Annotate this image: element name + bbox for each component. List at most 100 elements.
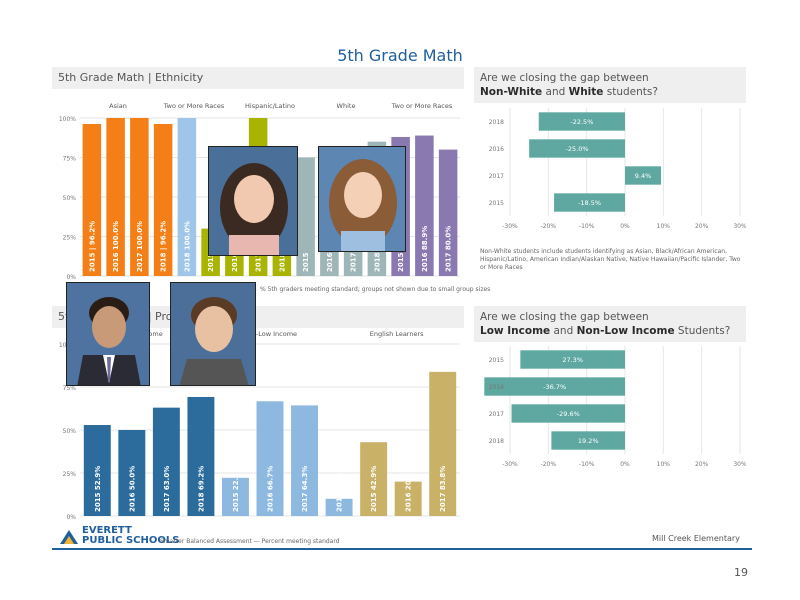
x-tick-label: -20% [541, 223, 557, 230]
y-tick-label: 50% [63, 195, 77, 202]
y-tick-label: 100% [59, 116, 76, 123]
category-label: 2015 [489, 200, 504, 207]
bar [153, 124, 173, 276]
y-tick-label: 75% [63, 385, 77, 392]
bar [83, 425, 111, 516]
y-tick-label: 0% [66, 514, 76, 520]
category-label: 2018 [489, 119, 504, 126]
group-label: Non-Low Income [243, 330, 297, 338]
x-tick-label: 30% [733, 461, 746, 468]
x-tick-label: 20% [695, 223, 709, 230]
group-label: White [337, 102, 356, 110]
bar [625, 166, 662, 185]
bar-value-label: 2017 64.3% [301, 466, 309, 512]
logo-line2: PUBLIC SCHOOLS [82, 535, 180, 546]
bar [130, 118, 149, 276]
gap-white-title: Are we closing the gap between Non-White… [474, 67, 746, 103]
bar-value-label: -22.5% [570, 118, 593, 126]
category-label: 2015 [489, 357, 504, 364]
y-tick-label: 50% [63, 428, 77, 435]
bar-value-label: 2015 [302, 252, 310, 272]
portrait-icon [171, 283, 255, 385]
bar [296, 157, 315, 276]
footer-rule [52, 548, 752, 550]
bar-value-label: 2017 100.0% [136, 221, 144, 272]
x-tick-label: 30% [733, 223, 746, 230]
group-label: English Learners [370, 330, 424, 338]
gap-white-chart: -30% -20% -10% 0% 10% 20% 30% 2018 -22.5% 2016 -25… [489, 108, 746, 230]
gap-income-title: Are we closing the gap between Low Incom… [474, 306, 746, 342]
bar-value-label: -18.5% [578, 199, 601, 207]
gap-white-bold1: Non-White [480, 86, 543, 98]
bar [82, 124, 102, 276]
portrait-icon [209, 147, 297, 255]
group-label: Asian [109, 102, 127, 110]
ethnicity-chart-title: 5th Grade Math | Ethnicity [52, 67, 464, 89]
gap-note: Non-White students include students iden… [480, 248, 741, 271]
x-tick-label: -30% [502, 223, 518, 230]
bar [394, 481, 422, 516]
bar [484, 377, 625, 396]
y-tick-label: 75% [63, 156, 77, 163]
x-tick-label: 0% [620, 461, 630, 468]
bar [118, 430, 146, 516]
bar-value-label: 2016 50.0% [128, 466, 136, 512]
group-label: Two or More Races [391, 102, 453, 110]
bar-value-label: 2015 52.9% [94, 466, 102, 512]
logo-line1: EVERETT [82, 525, 132, 536]
bar [429, 371, 457, 516]
bar-value-label: 2017 83.8% [439, 466, 447, 512]
bar [529, 139, 625, 158]
gap-income-end: Students? [674, 325, 731, 337]
group-label: Hispanic/Latino [245, 102, 295, 110]
gap-income-title-line1: Are we closing the gap between [480, 311, 649, 323]
gap-income-title-line2: Low Income and Non-Low Income Students? [480, 324, 740, 338]
ethnicity-note: % 5th graders meeting standard; groups n… [260, 286, 491, 293]
bar [106, 118, 125, 276]
photo-boy-brown-hair [170, 282, 256, 386]
bar-value-label: 2015 42.9% [370, 466, 378, 512]
bar [291, 405, 319, 516]
x-tick-label: -10% [579, 461, 595, 468]
bar-value-label: 2017 80.0% [445, 226, 453, 272]
x-tick-label: 10% [657, 223, 671, 230]
source-note: Smarter Balanced Assessment — Percent me… [160, 538, 340, 545]
bar [152, 407, 180, 516]
bar [554, 193, 625, 212]
school-name: Mill Creek Elementary [652, 534, 740, 543]
bar-value-label: 2017 63.0% [163, 466, 171, 512]
gap-income-bold1: Low Income [480, 325, 551, 337]
bar [360, 442, 388, 516]
page-title: 5th Grade Math [337, 46, 463, 65]
portrait-icon [319, 147, 405, 251]
bar [187, 396, 215, 516]
gap-white-end: students? [603, 86, 658, 98]
bar [511, 404, 625, 423]
bar-value-label: 27.3% [562, 356, 583, 364]
bar-value-label: 2018 [278, 252, 286, 272]
gap-white-bold2: White [568, 86, 604, 98]
gap-income-chart: -30% -20% -10% 0% 10% 20% 30% 2015 27.3% 2016 -36.… [484, 346, 746, 468]
logo-icon [60, 530, 78, 544]
bar-value-label: 2016 [231, 252, 239, 272]
category-label: 2017 [489, 173, 504, 180]
gap-income-bold2: Non-Low Income [576, 325, 675, 337]
category-label: 2018 [489, 438, 504, 445]
bar-value-label: 2016 [326, 252, 334, 272]
bar-value-label: 2015 [397, 252, 405, 272]
gap-income-mid: and [550, 325, 577, 337]
x-tick-label: 0% [620, 223, 630, 230]
y-tick-label: 0% [66, 274, 76, 280]
bar-value-label: 2016 20.0% [405, 466, 413, 512]
bar [256, 401, 284, 516]
bar-value-label: 2018 69.2% [197, 466, 205, 512]
bar-value-label: 2018 10.0% [336, 466, 344, 512]
x-tick-label: -10% [579, 223, 595, 230]
x-tick-label: -30% [502, 461, 518, 468]
bar-value-label: 2016 100.0% [112, 221, 120, 272]
gap-white-title-line2: Non-White and White students? [480, 85, 740, 99]
bar-value-label: 2016 88.9% [421, 226, 429, 272]
bar [221, 477, 249, 516]
category-label: 2016 [489, 384, 504, 391]
photo-girl-light-hair [318, 146, 406, 252]
